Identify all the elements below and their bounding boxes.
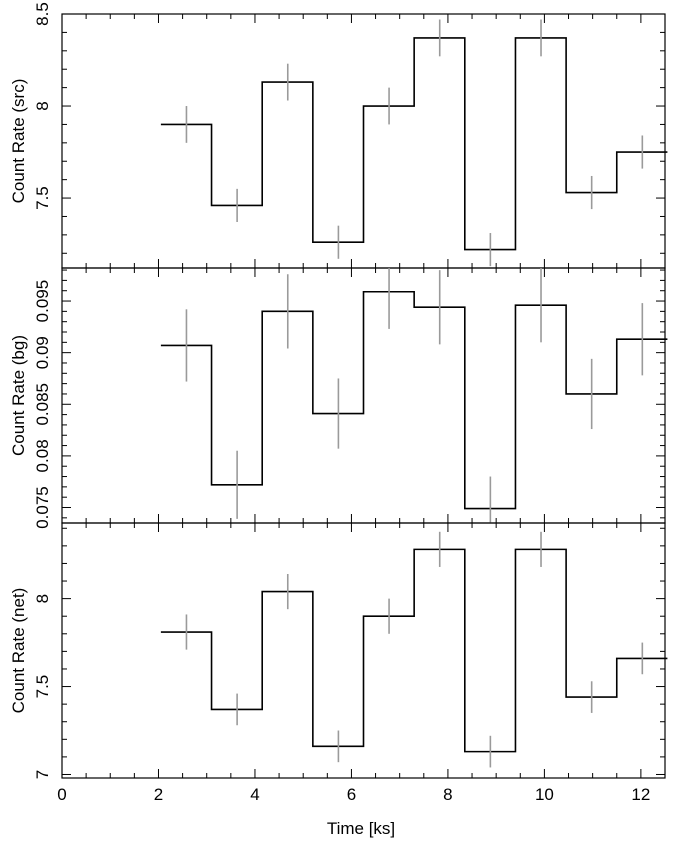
y-tick-label: 0.09 — [33, 336, 52, 369]
y-axis-label: Count Rate (net) — [9, 588, 28, 714]
x-tick-label: 10 — [535, 785, 554, 804]
step-line — [160, 548, 668, 753]
y-tick-label: 0.085 — [33, 383, 52, 426]
step-line — [160, 290, 668, 510]
y-tick-label: 0.075 — [33, 486, 52, 529]
y-tick-label: 7.5 — [33, 675, 52, 699]
x-tick-label: 2 — [154, 785, 163, 804]
y-tick-label: 0.08 — [33, 439, 52, 472]
y-axis-label: Count Rate (bg) — [9, 335, 28, 456]
panel-frame — [61, 522, 666, 779]
x-tick-label: 4 — [250, 785, 259, 804]
y-tick-label: 0.095 — [33, 280, 52, 323]
x-tick-label: 12 — [631, 785, 650, 804]
panel-1: 7.5 8 8.5 Count Rate (src) — [9, 2, 668, 269]
x-tick-label: 6 — [347, 785, 356, 804]
y-tick-label: 7 — [33, 770, 52, 779]
x-tick-label: 0 — [57, 785, 66, 804]
x-axis-label: Time [ks] — [327, 819, 395, 838]
step-line — [160, 37, 668, 251]
x-axis: 0 2 4 6 8 10 12 — [57, 785, 650, 804]
y-axis-label: Count Rate (src) — [9, 79, 28, 204]
panel-3: 7 7.5 8 Count Rate (net) — [9, 522, 668, 779]
y-tick-label: 8 — [33, 101, 52, 110]
y-tick-label: 8 — [33, 594, 52, 603]
panel-2: 0.075 0.08 0.085 0.09 0.095 Count Rate (bg) — [9, 267, 668, 529]
y-tick-label: 7.5 — [33, 186, 52, 210]
y-tick-label: 8.5 — [33, 2, 52, 26]
x-tick-label: 8 — [443, 785, 452, 804]
